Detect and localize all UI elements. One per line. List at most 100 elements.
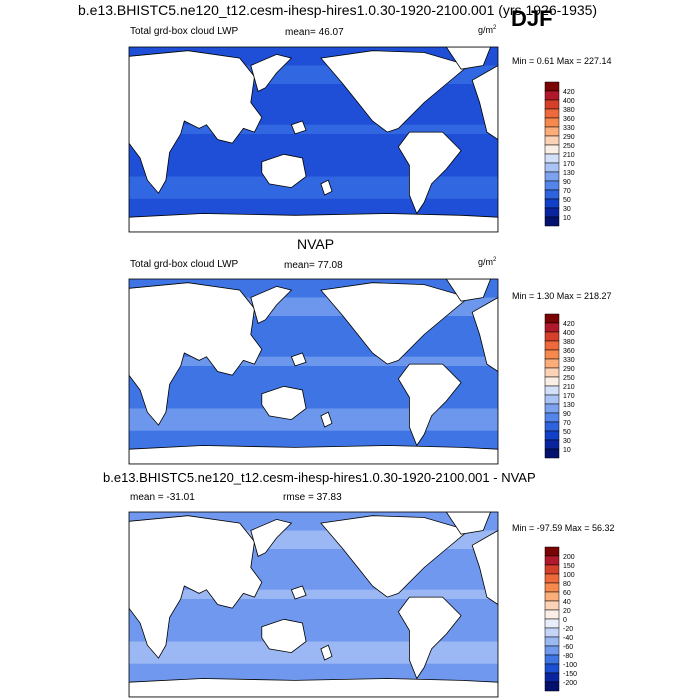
colorbar-tick-label: 420	[563, 321, 575, 328]
colorbar-tick-label: 130	[563, 170, 575, 177]
colorbar-tick-label: 30	[563, 438, 571, 445]
colorbar-tick-label: -60	[563, 644, 573, 651]
colorbar-tick-label: 70	[563, 188, 571, 195]
colorbar-tick-label: 380	[563, 107, 575, 114]
colorbar-swatch	[544, 591, 560, 602]
colorbar-swatch	[544, 609, 560, 620]
map-frame	[128, 278, 499, 465]
colorbar-swatch	[544, 180, 560, 191]
colorbar-swatch	[544, 555, 560, 566]
field-band-1	[129, 124, 498, 134]
landmass-3	[320, 50, 470, 133]
field-band-2	[129, 641, 498, 664]
map-field-2	[129, 512, 498, 697]
landmass-9	[129, 445, 498, 464]
landmass-1	[250, 285, 293, 324]
landmass-8	[290, 585, 307, 600]
colorbar-tick-label: 50	[563, 197, 571, 204]
landmass-5	[397, 596, 462, 680]
colorbar-swatch	[544, 645, 560, 656]
landmass-2	[261, 385, 307, 421]
colorbar-swatch	[544, 135, 560, 146]
colorbar-swatch	[544, 439, 560, 450]
landmass-3	[320, 515, 470, 598]
field-band-1	[129, 356, 498, 366]
colorbar-tick-label: 200	[563, 554, 575, 561]
colorbar-tick-label: 10	[563, 447, 571, 454]
colorbar-swatch	[544, 153, 560, 164]
landmass-9	[129, 213, 498, 232]
panel1-units: g/m2	[478, 25, 496, 35]
colorbar-swatch	[544, 636, 560, 647]
colorbar-swatch	[544, 582, 560, 593]
landmass-7	[320, 411, 333, 428]
colorbar-tick-label: 10	[563, 215, 571, 222]
colorbar-tick-label: 50	[563, 429, 571, 436]
panel2-mean: mean= 77.08	[284, 260, 343, 271]
colorbar-tick-label: 0	[563, 617, 567, 624]
colorbar-swatch	[544, 108, 560, 119]
colorbar-swatch	[544, 564, 560, 575]
colorbar-swatch	[544, 126, 560, 137]
landmass-2	[261, 153, 307, 189]
colorbar-swatch	[544, 349, 560, 360]
landmass-4	[445, 47, 492, 70]
colorbar-swatch	[544, 322, 560, 333]
panel2-units: g/m2	[478, 257, 496, 267]
colorbar-swatch	[544, 403, 560, 414]
colorbar-tick-label: 70	[563, 420, 571, 427]
colorbar-tick-label: 210	[563, 152, 575, 159]
panel3-rmse: rmse = 37.83	[283, 492, 342, 503]
colorbar-tick-label: 400	[563, 330, 575, 337]
map-frame	[128, 511, 499, 698]
panel1-mean: mean= 46.07	[285, 27, 344, 38]
colorbar-swatch	[544, 430, 560, 441]
colorbar-swatch	[544, 340, 560, 351]
colorbar-swatch	[544, 313, 560, 324]
colorbar-swatch	[544, 573, 560, 584]
colorbar-tick-label: 170	[563, 393, 575, 400]
landmass-1	[250, 518, 293, 557]
colorbar-tick-label: 360	[563, 116, 575, 123]
colorbar-swatch	[544, 412, 560, 423]
map-panel-nvap	[128, 278, 499, 465]
colorbar-tick-label: -80	[563, 653, 573, 660]
panel1-variable: Total grd-box cloud LWP	[130, 26, 239, 37]
map-panel-model	[128, 46, 499, 233]
colorbar-tick-label: 380	[563, 339, 575, 346]
colorbar-tick-label: 90	[563, 179, 571, 186]
landmass-5	[397, 131, 462, 215]
landmass-2	[261, 618, 307, 654]
colorbar-tick-label: 290	[563, 134, 575, 141]
colorbar-swatch	[544, 81, 560, 92]
panel3-mean: mean = -31.01	[130, 492, 195, 503]
colorbar-swatch	[544, 367, 560, 378]
colorbar-tick-label: -40	[563, 635, 573, 642]
colorbar-swatch	[544, 331, 560, 342]
landmass-7	[320, 179, 333, 196]
colorbar-swatch	[544, 90, 560, 101]
season-label: DJF	[511, 6, 553, 31]
colorbar-tick-label: 330	[563, 125, 575, 132]
field-band-1	[129, 589, 498, 599]
colorbar-tick-label: 30	[563, 206, 571, 213]
colorbar-swatch	[544, 663, 560, 674]
colorbar-swatch	[544, 162, 560, 173]
panel1-minmax: Min = 0.61 Max = 227.14	[512, 56, 612, 66]
panel2-units-base: g/m	[478, 257, 494, 267]
colorbar-swatch	[544, 672, 560, 683]
map-field-0	[129, 47, 498, 232]
map-panel-difference	[128, 511, 499, 698]
colorbar-swatch	[544, 385, 560, 396]
landmass-0	[129, 282, 263, 426]
colorbar-swatch	[544, 189, 560, 200]
landmass-0	[129, 50, 263, 194]
colorbar-tick-label: 420	[563, 89, 575, 96]
colorbar-tick-label: 100	[563, 572, 575, 579]
colorbar-swatch	[544, 421, 560, 432]
landmass-8	[290, 120, 307, 135]
colorbar-tick-label: 90	[563, 411, 571, 418]
colorbar-swatch	[544, 117, 560, 128]
landmass-1	[250, 53, 293, 92]
field-band-2	[129, 408, 498, 431]
